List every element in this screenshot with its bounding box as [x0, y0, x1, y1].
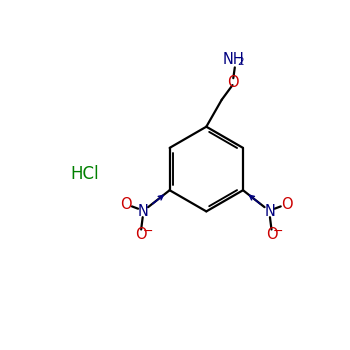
Text: N: N: [265, 204, 275, 219]
Text: O: O: [135, 228, 147, 243]
Text: 2: 2: [238, 57, 244, 67]
Text: HCl: HCl: [70, 166, 99, 183]
Text: O: O: [120, 197, 132, 212]
Text: O: O: [281, 197, 293, 212]
Text: −: −: [273, 225, 284, 238]
Text: −: −: [143, 225, 153, 238]
Text: O: O: [266, 228, 277, 243]
Text: NH: NH: [222, 52, 244, 67]
Text: O: O: [228, 75, 239, 90]
Text: N: N: [137, 204, 148, 219]
